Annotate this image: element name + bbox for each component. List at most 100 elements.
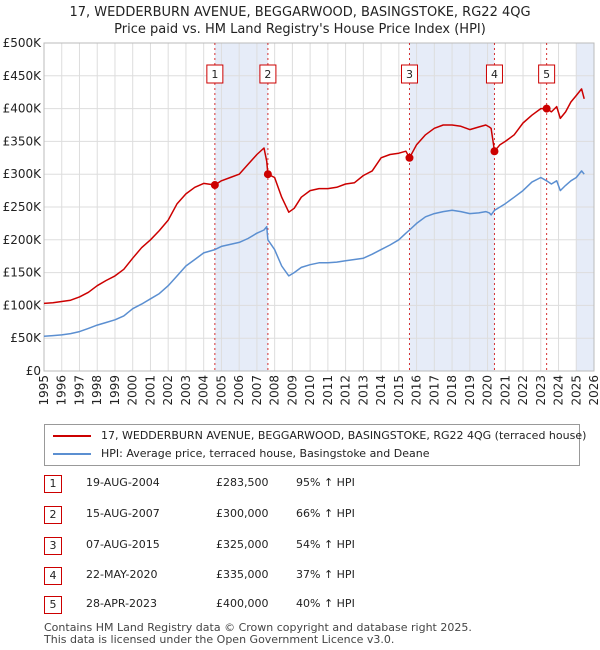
sale-markers bbox=[210, 104, 551, 190]
transaction-price: £300,000 bbox=[216, 507, 269, 520]
y-tick-label: £0 bbox=[26, 364, 41, 378]
plot-frame bbox=[43, 42, 595, 372]
transaction-number: 2 bbox=[44, 506, 62, 524]
transaction-date: 22-MAY-2020 bbox=[86, 568, 158, 581]
transaction-price: £325,000 bbox=[216, 538, 269, 551]
transaction-hpi: 37% ↑ HPI bbox=[296, 568, 355, 581]
transaction-hpi: 54% ↑ HPI bbox=[296, 538, 355, 551]
sale-point bbox=[542, 104, 551, 113]
x-tick-label: 2012 bbox=[339, 375, 353, 406]
transaction-number: 5 bbox=[44, 596, 62, 614]
x-tick-label: 1996 bbox=[55, 375, 69, 406]
transaction-date: 19-AUG-2004 bbox=[86, 476, 160, 489]
y-tick-label: £200K bbox=[3, 233, 43, 247]
x-tick-label: 2022 bbox=[516, 375, 530, 406]
x-tick-label: 2001 bbox=[143, 375, 157, 406]
y-tick-label: £500K bbox=[3, 36, 43, 50]
property-price-line bbox=[43, 88, 585, 305]
transaction-number: 1 bbox=[44, 475, 62, 493]
sale-number-box bbox=[206, 64, 224, 84]
sale-point bbox=[405, 153, 414, 162]
series-lines bbox=[43, 88, 585, 337]
sale-number-box bbox=[400, 64, 418, 84]
x-tick-label: 1998 bbox=[90, 375, 104, 406]
x-tick-label: 2023 bbox=[534, 375, 548, 406]
legend: 17, WEDDERBURN AVENUE, BEGGARWOOD, BASIN… bbox=[44, 424, 586, 466]
transaction-number: 4 bbox=[44, 567, 62, 585]
x-tick-label: 2000 bbox=[126, 375, 140, 406]
sale-number-box bbox=[538, 64, 556, 84]
grid bbox=[43, 42, 595, 372]
y-tick-label: £100K bbox=[3, 298, 43, 312]
sale-number-label: 5 bbox=[543, 68, 550, 81]
x-tick-label: 1995 bbox=[37, 375, 51, 406]
x-tick-label: 1997 bbox=[72, 375, 86, 406]
x-tick-label: 2007 bbox=[250, 375, 264, 406]
legend-swatch-red bbox=[53, 435, 91, 437]
hpi-line bbox=[43, 170, 585, 337]
transaction-number: 3 bbox=[44, 537, 62, 555]
y-tick-label: £350K bbox=[3, 134, 43, 148]
x-tick-label: 2004 bbox=[197, 375, 211, 406]
y-tick-label: £450K bbox=[3, 69, 43, 83]
x-tick-label: 2011 bbox=[321, 375, 335, 406]
sale-number-label: 4 bbox=[491, 68, 498, 81]
axes: £0 £50K £100K £150K £200K £250K £300K £350K £400… bbox=[3, 36, 600, 406]
transaction-date: 28-APR-2023 bbox=[86, 597, 158, 610]
x-tick-label: 1999 bbox=[108, 375, 122, 406]
x-tick-label: 2008 bbox=[268, 375, 282, 406]
sale-number-label: 1 bbox=[211, 68, 218, 81]
transaction-price: £335,000 bbox=[216, 568, 269, 581]
x-tick-label: 2019 bbox=[463, 375, 477, 406]
transaction-row: 3 07-AUG-2015 £325,000 54% ↑ HPI bbox=[44, 537, 384, 557]
transaction-row: 2 15-AUG-2007 £300,000 66% ↑ HPI bbox=[44, 506, 384, 526]
transaction-date: 15-AUG-2007 bbox=[86, 507, 160, 520]
x-tick-label: 2010 bbox=[303, 375, 317, 406]
price-chart: £0 £50K £100K £150K £200K £250K £300K £350K £400… bbox=[3, 36, 600, 406]
y-tick-label: £50K bbox=[10, 331, 42, 345]
transaction-date: 07-AUG-2015 bbox=[86, 538, 160, 551]
transaction-row: 4 22-MAY-2020 £335,000 37% ↑ HPI bbox=[44, 567, 384, 587]
y-tick-label: £300K bbox=[3, 167, 43, 181]
y-tick-label: £150K bbox=[3, 266, 43, 280]
x-tick-label: 2005 bbox=[214, 375, 228, 406]
sale-point bbox=[263, 170, 272, 179]
x-tick-label: 2026 bbox=[587, 375, 600, 406]
x-tick-label: 2014 bbox=[374, 375, 388, 406]
x-tick-label: 2016 bbox=[410, 375, 424, 406]
transaction-hpi: 95% ↑ HPI bbox=[296, 476, 355, 489]
sale-number-box bbox=[259, 64, 277, 84]
x-tick-label: 2013 bbox=[356, 375, 370, 406]
x-tick-label: 2006 bbox=[232, 375, 246, 406]
transaction-row: 1 19-AUG-2004 £283,500 95% ↑ HPI bbox=[44, 475, 384, 495]
x-tick-label: 2003 bbox=[179, 375, 193, 406]
x-tick-label: 2024 bbox=[552, 375, 566, 406]
transaction-price: £400,000 bbox=[216, 597, 269, 610]
transaction-row: 5 28-APR-2023 £400,000 40% ↑ HPI bbox=[44, 596, 384, 616]
sale-number-label: 2 bbox=[264, 68, 271, 81]
x-tick-label: 2018 bbox=[445, 375, 459, 406]
sale-point bbox=[490, 147, 499, 156]
sale-point bbox=[210, 181, 219, 190]
x-tick-label: 2021 bbox=[498, 375, 512, 406]
footer-licence: This data is licensed under the Open Gov… bbox=[44, 633, 395, 646]
x-tick-label: 2009 bbox=[285, 375, 299, 406]
chart-subtitle: Price paid vs. HM Land Registry's House … bbox=[114, 22, 486, 37]
transaction-price: £283,500 bbox=[216, 476, 269, 489]
sale-number-box bbox=[485, 64, 503, 84]
y-tick-label: £400K bbox=[3, 102, 43, 116]
x-tick-label: 2017 bbox=[427, 375, 441, 406]
footer-copyright: Contains HM Land Registry data © Crown c… bbox=[44, 621, 472, 634]
chart-title: 17, WEDDERBURN AVENUE, BEGGARWOOD, BASIN… bbox=[69, 5, 531, 20]
transaction-hpi: 66% ↑ HPI bbox=[296, 507, 355, 520]
y-tick-label: £250K bbox=[3, 200, 43, 214]
transaction-hpi: 40% ↑ HPI bbox=[296, 597, 355, 610]
legend-label-property: 17, WEDDERBURN AVENUE, BEGGARWOOD, BASIN… bbox=[101, 429, 587, 442]
x-tick-label: 2020 bbox=[481, 375, 495, 406]
x-tick-label: 2025 bbox=[569, 375, 583, 406]
sale-number-label: 3 bbox=[406, 68, 413, 81]
legend-label-hpi: HPI: Average price, terraced house, Basi… bbox=[101, 447, 430, 460]
legend-swatch-blue bbox=[53, 453, 91, 455]
sale-lines: 1 2 3 4 5 bbox=[206, 43, 556, 371]
x-tick-label: 2002 bbox=[161, 375, 175, 406]
